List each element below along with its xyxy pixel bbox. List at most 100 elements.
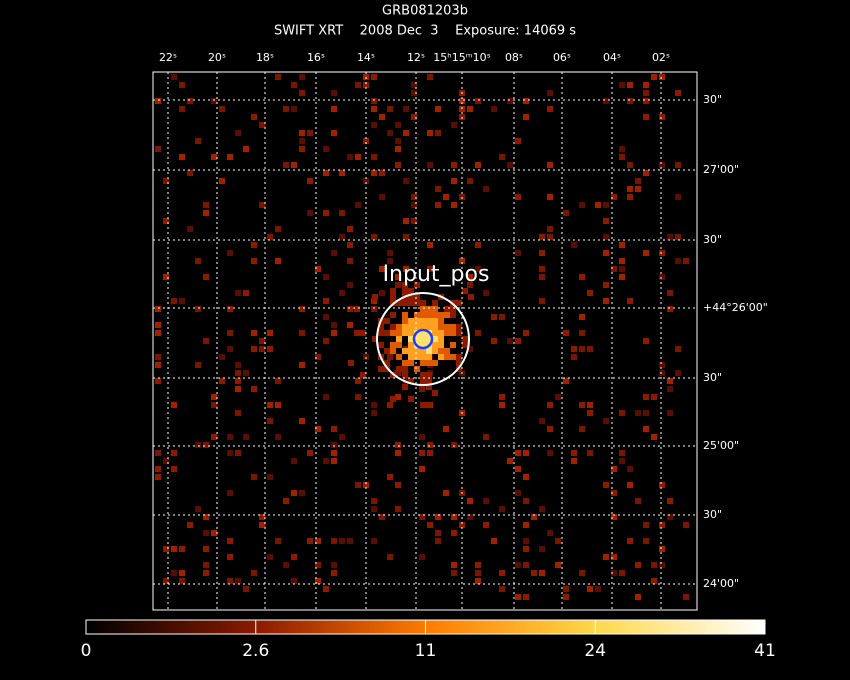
pixel bbox=[396, 300, 402, 306]
pixel bbox=[435, 538, 441, 544]
pixel bbox=[651, 578, 657, 584]
pixel bbox=[450, 330, 456, 336]
pixel bbox=[563, 586, 569, 592]
pixel bbox=[355, 202, 361, 208]
pixel bbox=[163, 458, 169, 464]
pixel bbox=[395, 282, 401, 288]
pixel bbox=[251, 386, 257, 392]
pixel bbox=[635, 410, 641, 416]
pixel bbox=[603, 418, 609, 424]
pixel bbox=[515, 194, 521, 200]
pixel bbox=[267, 234, 273, 240]
pixel bbox=[462, 342, 468, 348]
pixel bbox=[603, 482, 609, 488]
pixel bbox=[459, 522, 465, 528]
pixel bbox=[611, 194, 617, 200]
pixel bbox=[627, 98, 633, 104]
pixel bbox=[619, 82, 625, 88]
pixel bbox=[467, 346, 473, 352]
pixel bbox=[171, 298, 177, 304]
pixel bbox=[299, 330, 305, 336]
pixel bbox=[450, 306, 456, 312]
pixel bbox=[227, 306, 233, 312]
pixel bbox=[187, 170, 193, 176]
dec-label: 30" bbox=[703, 93, 722, 106]
pixel bbox=[603, 250, 609, 256]
pixel bbox=[347, 258, 353, 264]
pixel bbox=[432, 306, 438, 312]
pixel bbox=[390, 312, 396, 318]
pixel bbox=[219, 354, 225, 360]
pixel bbox=[299, 306, 305, 312]
pixel bbox=[299, 362, 305, 368]
pixel bbox=[432, 300, 438, 306]
pixel bbox=[411, 202, 417, 208]
pixel bbox=[547, 234, 553, 240]
pixel bbox=[619, 410, 625, 416]
pixel bbox=[331, 562, 337, 568]
pixel bbox=[179, 570, 185, 576]
pixel bbox=[427, 130, 433, 136]
pixel bbox=[420, 342, 426, 348]
pixel bbox=[435, 530, 441, 536]
pixel bbox=[299, 490, 305, 496]
pixel bbox=[659, 522, 665, 528]
pixel bbox=[331, 570, 337, 576]
pixel bbox=[387, 554, 393, 560]
pixel bbox=[667, 514, 673, 520]
pixel bbox=[283, 562, 289, 568]
pixel bbox=[283, 162, 289, 168]
pixel bbox=[275, 402, 281, 408]
pixel bbox=[619, 570, 625, 576]
pixel bbox=[411, 114, 417, 120]
pixel bbox=[499, 570, 505, 576]
pixel bbox=[667, 234, 673, 240]
pixel bbox=[403, 266, 409, 272]
pixel bbox=[531, 570, 537, 576]
pixel bbox=[227, 490, 233, 496]
pixel bbox=[354, 330, 360, 336]
pixel bbox=[363, 138, 369, 144]
pixel bbox=[651, 434, 657, 440]
pixel bbox=[227, 538, 233, 544]
colorbar-label: 24 bbox=[584, 641, 606, 661]
pixel bbox=[427, 522, 433, 528]
pixel bbox=[491, 106, 497, 112]
pixel bbox=[291, 82, 297, 88]
pixel bbox=[291, 490, 297, 496]
pixel bbox=[179, 546, 185, 552]
pixel bbox=[619, 258, 625, 264]
pixel bbox=[307, 450, 313, 456]
pixel bbox=[408, 354, 414, 360]
pixel bbox=[275, 226, 281, 232]
pixel bbox=[179, 154, 185, 160]
pixel bbox=[683, 594, 689, 600]
pixel bbox=[155, 306, 161, 312]
pixel bbox=[275, 434, 281, 440]
pixel bbox=[379, 290, 385, 296]
pixel bbox=[563, 378, 569, 384]
pixel bbox=[195, 138, 201, 144]
pixel bbox=[195, 506, 201, 512]
pixel bbox=[438, 324, 444, 330]
pixel bbox=[643, 90, 649, 96]
pixel bbox=[227, 578, 233, 584]
pixel bbox=[547, 426, 553, 432]
pixel bbox=[611, 570, 617, 576]
pixel bbox=[619, 458, 625, 464]
pixel bbox=[467, 274, 473, 280]
pixel bbox=[523, 522, 529, 528]
pixel bbox=[603, 282, 609, 288]
pixel bbox=[395, 450, 401, 456]
pixel bbox=[187, 226, 193, 232]
pixel bbox=[283, 106, 289, 112]
pixel bbox=[390, 294, 396, 300]
pixel bbox=[451, 178, 457, 184]
pixel bbox=[379, 114, 385, 120]
pixel bbox=[299, 90, 305, 96]
pixel bbox=[426, 354, 432, 360]
pixel bbox=[408, 324, 414, 330]
pixel bbox=[387, 258, 393, 264]
pixel bbox=[432, 360, 438, 366]
